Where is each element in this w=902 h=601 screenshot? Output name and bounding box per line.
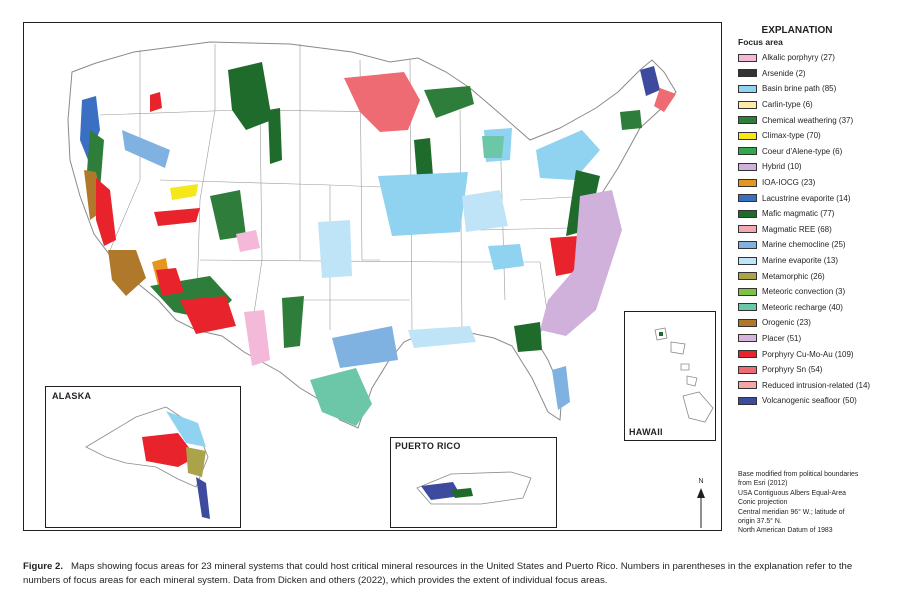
- legend-swatch: [738, 318, 757, 327]
- legend-label: Marine evaporite (13): [762, 256, 839, 266]
- legend-item: Alkalic porphyry (27): [738, 50, 898, 66]
- basemap-note-line: origin 37.5° N.: [738, 518, 782, 526]
- legend-title: EXPLANATION: [761, 25, 833, 36]
- legend-label: Carlin-type (6): [762, 100, 813, 110]
- legend-swatch: [738, 381, 757, 390]
- legend-swatch: [738, 225, 757, 234]
- legend-label: Marine chemocline (25): [762, 240, 846, 250]
- legend-item: Marine chemocline (25): [738, 237, 898, 253]
- legend-label: Magmatic REE (68): [762, 224, 832, 234]
- legend-item: Placer (51): [738, 331, 898, 347]
- legend-item: Metamorphic (26): [738, 268, 898, 284]
- basemap-note-line: North American Datum of 1983: [738, 527, 833, 535]
- legend-swatch: [738, 194, 757, 203]
- hawaii-inset: HAWAII: [624, 311, 716, 441]
- legend-label: Chemical weathering (37): [762, 115, 854, 125]
- legend-swatch: [738, 272, 757, 281]
- legend-swatch: [738, 53, 757, 62]
- legend-label: Reduced intrusion-related (14): [762, 380, 871, 390]
- basemap-note-line: Central meridian 96° W.; latitude of: [738, 508, 845, 516]
- legend-swatch: [738, 116, 757, 125]
- legend-item: Meteoric recharge (40): [738, 300, 898, 316]
- alaska-inset: ALASKA: [45, 386, 241, 528]
- legend-label: Metamorphic (26): [762, 271, 825, 281]
- legend-item: Porphyry Sn (54): [738, 362, 898, 378]
- puerto-rico-map: [416, 471, 532, 505]
- legend-items: Alkalic porphyry (27) Arsenide (2) Basin b…: [738, 50, 898, 409]
- legend-swatch: [738, 100, 757, 109]
- basemap-notes: Base modified from political boundaries f…: [738, 470, 868, 536]
- legend-swatch: [738, 69, 757, 78]
- legend-label: Basin brine path (85): [762, 84, 837, 94]
- legend-swatch: [738, 287, 757, 296]
- hawaii-map: [654, 327, 714, 423]
- legend-subtitle: Focus area: [738, 37, 783, 47]
- north-arrow-icon: [697, 488, 705, 528]
- legend-label: Hybrid (10): [762, 162, 802, 172]
- legend-swatch: [738, 178, 757, 187]
- legend-label: Volcanogenic seafloor (50): [762, 396, 857, 406]
- legend-item: Orogenic (23): [738, 315, 898, 331]
- north-label: N: [698, 478, 704, 485]
- legend-swatch: [738, 147, 757, 156]
- legend-item: Meteoric convection (3): [738, 284, 898, 300]
- legend-item: Reduced intrusion-related (14): [738, 377, 898, 393]
- north-arrow: N: [694, 478, 708, 528]
- legend-item: Climax-type (70): [738, 128, 898, 144]
- legend-item: Coeur d'Alene-type (6): [738, 144, 898, 160]
- legend-label: Alkalic porphyry (27): [762, 53, 835, 63]
- legend-swatch: [738, 350, 757, 359]
- focus-areas: [80, 62, 676, 426]
- legend-label: Meteoric convection (3): [762, 287, 846, 297]
- legend-swatch: [738, 131, 757, 140]
- legend-item: Carlin-type (6): [738, 97, 898, 113]
- caption-label: Figure 2.: [23, 561, 63, 572]
- legend-swatch: [738, 365, 757, 374]
- hawaii-label: HAWAII: [629, 427, 663, 437]
- legend-item: Arsenide (2): [738, 66, 898, 82]
- legend-item: Porphyry Cu-Mo-Au (109): [738, 346, 898, 362]
- figure-caption: Figure 2. Maps showing focus areas for 2…: [23, 560, 883, 587]
- puerto-rico-label: PUERTO RICO: [395, 441, 461, 451]
- legend-label: Orogenic (23): [762, 318, 811, 328]
- legend-swatch: [738, 334, 757, 343]
- legend-swatch: [738, 162, 757, 171]
- legend-item: Volcanogenic seafloor (50): [738, 393, 898, 409]
- legend-swatch: [738, 303, 757, 312]
- legend-label: Lacustrine evaporite (14): [762, 193, 851, 203]
- legend-label: Arsenide (2): [762, 68, 806, 78]
- legend-swatch: [738, 84, 757, 93]
- basemap-note-line: Base modified from political boundaries: [738, 471, 859, 478]
- alaska-map: [85, 406, 210, 519]
- legend-swatch: [738, 256, 757, 265]
- legend-item: Hybrid (10): [738, 159, 898, 175]
- legend-swatch: [738, 240, 757, 249]
- legend-item: Mafic magmatic (77): [738, 206, 898, 222]
- basemap-note-line: Conic projection: [738, 499, 788, 507]
- legend-label: Porphyry Sn (54): [762, 365, 823, 375]
- puerto-rico-inset: PUERTO RICO: [390, 437, 557, 528]
- caption-text: Maps showing focus areas for 23 mineral …: [23, 561, 853, 586]
- legend-label: IOA-IOCG (23): [762, 178, 816, 188]
- legend-label: Porphyry Cu-Mo-Au (109): [762, 349, 854, 359]
- legend-item: Marine evaporite (13): [738, 253, 898, 269]
- legend-label: Placer (51): [762, 333, 802, 343]
- legend-item: Magmatic REE (68): [738, 222, 898, 238]
- map-frame: [23, 22, 722, 531]
- basemap-note-line: USA Contiguous Albers Equal-Area: [738, 489, 847, 497]
- legend-label: Climax-type (70): [762, 131, 821, 141]
- legend-swatch: [738, 209, 757, 218]
- legend-swatch: [738, 396, 757, 405]
- map-legend: EXPLANATION Focus area Alkalic porphyry …: [738, 25, 898, 409]
- legend-item: IOA-IOCG (23): [738, 175, 898, 191]
- legend-item: Lacustrine evaporite (14): [738, 190, 898, 206]
- basemap-note-line: from Esri (2012): [738, 480, 788, 488]
- legend-item: Chemical weathering (37): [738, 112, 898, 128]
- legend-label: Coeur d'Alene-type (6): [762, 146, 843, 156]
- legend-item: Basin brine path (85): [738, 81, 898, 97]
- alaska-label: ALASKA: [52, 391, 92, 401]
- legend-label: Meteoric recharge (40): [762, 302, 843, 312]
- legend-label: Mafic magmatic (77): [762, 209, 835, 219]
